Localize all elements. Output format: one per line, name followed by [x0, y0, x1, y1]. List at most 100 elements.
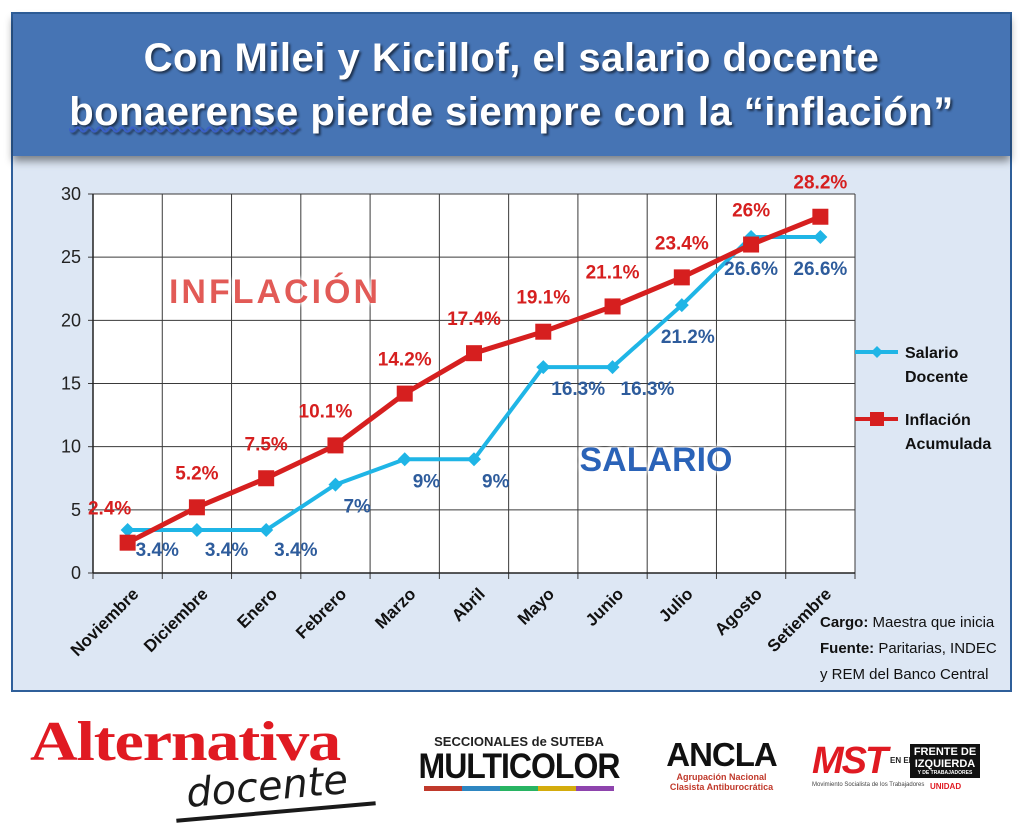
multicolor-logo: SECCIONALES de SUTEBA MULTICOLOR: [410, 734, 628, 794]
title-line-2-rest: pierde siempre con la “inflación”: [298, 90, 954, 134]
data-point: [188, 499, 205, 516]
data-point: [258, 470, 275, 487]
data-label: 7%: [343, 497, 371, 518]
chart-notes: Cargo: Maestra que inicia Fuente: Parita…: [820, 610, 997, 688]
inflacion-annotation: INFLACIÓN: [169, 273, 381, 311]
y-tick-label: 10: [61, 437, 81, 457]
data-label: 5.2%: [175, 463, 218, 484]
data-label: 19.1%: [516, 288, 570, 309]
data-label: 14.2%: [378, 350, 432, 371]
x-category-label: Diciembre: [140, 584, 212, 656]
title-line-2: bonaerense pierde siempre con la “inflac…: [13, 90, 1010, 135]
data-label: 2.4%: [88, 499, 131, 520]
data-label: 3.4%: [136, 540, 179, 561]
data-label: 21.2%: [661, 327, 715, 348]
x-category-label: Marzo: [371, 584, 419, 632]
mst-logo: MST EN EL FRENTE DE IZQUIERDA Y DE TRABA…: [812, 738, 982, 798]
data-label: 26.6%: [724, 259, 778, 280]
y-tick-label: 30: [61, 184, 81, 204]
y-tick-label: 25: [61, 247, 81, 267]
legend-label: Docente: [905, 369, 968, 386]
title-banner: Con Milei y Kicillof, el salario docente…: [13, 14, 1010, 156]
y-tick-label: 20: [61, 310, 81, 330]
data-point: [396, 385, 413, 402]
data-point: [605, 360, 620, 375]
y-tick-label: 15: [61, 374, 81, 394]
legend-label: Acumulada: [905, 436, 991, 453]
data-label: 9%: [482, 471, 510, 492]
y-tick-label: 5: [71, 500, 81, 520]
mst-description: Movimiento Socialista de los Trabajadore…: [812, 782, 925, 788]
title-underlined-word: bonaerense: [69, 90, 299, 134]
data-label: 26.6%: [793, 259, 847, 280]
x-category-label: Julio: [655, 584, 696, 625]
x-category-label: Enero: [234, 584, 282, 632]
mst-en-text: EN EL: [890, 756, 914, 765]
fuente-label: Fuente:: [820, 640, 875, 657]
ancla-sub-text-2: Clasista Antiburocrática: [669, 782, 774, 792]
data-point: [119, 534, 136, 551]
data-point: [674, 298, 689, 313]
mst-unidad-text: UNIDAD: [930, 782, 962, 791]
ancla-sub-text-1: Agrupación Nacional: [676, 772, 767, 782]
alternativa-docente-logo: Alternativa docente: [26, 710, 380, 825]
data-label: 10.1%: [299, 401, 353, 422]
legend-label: Inflación: [905, 412, 971, 429]
x-category-label: Abril: [448, 584, 489, 625]
data-point: [120, 523, 135, 538]
x-category-label: Noviembre: [67, 584, 143, 660]
fit-line-2: IZQUIERDA: [914, 758, 976, 770]
data-point: [328, 477, 343, 492]
x-category-label: Junio: [582, 584, 627, 629]
data-point: [604, 298, 621, 315]
data-label: 23.4%: [655, 233, 709, 254]
ancla-main-text: ANCLA: [666, 736, 777, 773]
data-label: 26%: [732, 201, 770, 222]
legend-swatch-marker: [870, 412, 884, 426]
data-point: [813, 229, 828, 244]
data-label: 21.1%: [586, 262, 640, 283]
legend-swatch-marker: [871, 346, 883, 358]
cargo-text: Maestra que inicia: [868, 614, 995, 631]
data-label: 3.4%: [205, 540, 248, 561]
data-label: 16.3%: [551, 379, 605, 400]
y-tick-label: 0: [71, 563, 81, 583]
data-point: [743, 236, 760, 253]
data-point: [259, 523, 274, 538]
data-point: [189, 523, 204, 538]
multicolor-main-text: MULTICOLOR: [418, 746, 621, 786]
salario-annotation: SALARIO: [580, 441, 733, 479]
data-point: [397, 452, 412, 467]
x-category-label: Mayo: [514, 584, 558, 628]
title-line-1: Con Milei y Kicillof, el salario docente: [143, 36, 880, 80]
mst-main-text: MST: [812, 740, 888, 782]
data-point: [673, 269, 690, 286]
fit-badge: FRENTE DE IZQUIERDA Y DE TRABAJADORES: [910, 744, 980, 778]
data-point: [466, 345, 482, 362]
ancla-logo: ANCLA Agrupación Nacional Clasista Antib…: [664, 738, 779, 798]
data-point: [812, 208, 829, 225]
alternativa-logo-word: Alternativa: [30, 711, 341, 773]
data-label: 28.2%: [793, 173, 847, 194]
data-point: [467, 452, 481, 467]
data-label: 7.5%: [245, 434, 288, 455]
data-label: 9%: [413, 471, 441, 492]
data-label: 17.4%: [447, 309, 501, 330]
x-category-label: Febrero: [292, 584, 350, 642]
data-label: 16.3%: [621, 379, 675, 400]
fit-line-3: Y DE TRABAJADORES: [917, 770, 973, 776]
cargo-label: Cargo:: [820, 614, 869, 631]
data-point: [327, 437, 344, 454]
data-point: [536, 360, 551, 375]
multicolor-stripe: [424, 786, 614, 791]
fit-line-1: FRENTE DE: [913, 746, 977, 758]
multicolor-top-text: SECCIONALES de SUTEBA: [434, 734, 604, 749]
x-category-label: Agosto: [711, 584, 766, 639]
data-label: 3.4%: [274, 540, 317, 561]
fuente-text: Paritarias, INDEC: [874, 640, 997, 657]
data-point: [535, 323, 552, 340]
fuente-text-2: y REM del Banco Central: [820, 666, 989, 683]
legend-label: Salario: [905, 345, 959, 362]
